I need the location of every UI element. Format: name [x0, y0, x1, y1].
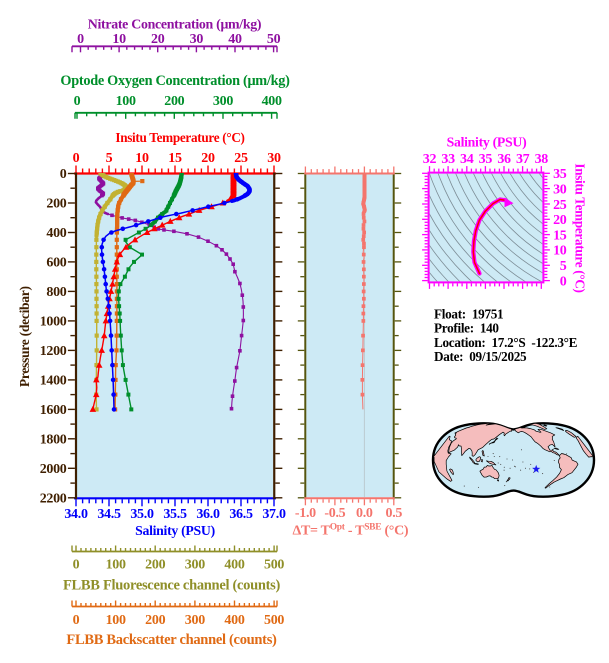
svg-text:35: 35	[553, 167, 567, 182]
svg-text:5: 5	[106, 151, 113, 166]
svg-text:20: 20	[201, 151, 215, 166]
svg-text:Profile: 140: Profile: 140	[434, 321, 499, 336]
svg-text:10: 10	[553, 244, 567, 259]
svg-text:300: 300	[213, 94, 233, 109]
svg-text:30: 30	[553, 182, 567, 197]
svg-text:50: 50	[267, 32, 281, 47]
svg-text:5: 5	[560, 259, 567, 274]
svg-text:400: 400	[224, 613, 244, 628]
svg-text:20: 20	[151, 32, 165, 47]
svg-text:0: 0	[73, 151, 80, 166]
svg-text:Nitrate Concentration (μm/kg): Nitrate Concentration (μm/kg)	[88, 18, 262, 33]
svg-text:10: 10	[112, 32, 126, 47]
svg-text:15: 15	[168, 151, 182, 166]
svg-text:0: 0	[73, 558, 80, 573]
svg-text:200: 200	[46, 197, 66, 212]
svg-text:33: 33	[441, 152, 455, 167]
svg-text:1800: 1800	[40, 433, 67, 448]
svg-text:Location: 17.2°S -122.3°E: Location: 17.2°S -122.3°E	[434, 335, 578, 350]
svg-text:36.5: 36.5	[229, 507, 253, 522]
svg-text:200: 200	[164, 94, 184, 109]
svg-text:36.0: 36.0	[196, 507, 220, 522]
svg-text:Insitu Temperature (°C): Insitu Temperature (°C)	[573, 163, 588, 292]
svg-text:0: 0	[74, 94, 81, 109]
svg-text:37: 37	[516, 152, 530, 167]
svg-text:35: 35	[479, 152, 493, 167]
svg-text:Salinity (PSU): Salinity (PSU)	[135, 523, 215, 539]
svg-text:FLBB Backscatter channel (coun: FLBB Backscatter channel (counts)	[66, 632, 277, 648]
svg-text:32: 32	[423, 152, 437, 167]
svg-text:100: 100	[106, 613, 126, 628]
svg-text:0: 0	[77, 32, 84, 47]
svg-text:35.0: 35.0	[130, 507, 154, 522]
svg-text:Pressure (decibar): Pressure (decibar)	[17, 286, 33, 387]
svg-text:300: 300	[185, 613, 205, 628]
svg-text:600: 600	[46, 256, 66, 271]
svg-text:25: 25	[553, 198, 567, 213]
svg-text:Float: 19751: Float: 19751	[434, 306, 503, 321]
svg-text:2000: 2000	[40, 462, 67, 477]
svg-text:34: 34	[460, 152, 474, 167]
svg-text:30: 30	[267, 151, 281, 166]
svg-text:200: 200	[145, 558, 165, 573]
svg-text:200: 200	[145, 613, 165, 628]
svg-text:Optode Oxygen Concentration (μ: Optode Oxygen Concentration (μm/kg)	[60, 73, 290, 89]
svg-text:35.5: 35.5	[163, 507, 187, 522]
svg-text:500: 500	[264, 558, 284, 573]
svg-text:1200: 1200	[40, 344, 67, 359]
svg-text:-1.0: -1.0	[295, 506, 316, 521]
svg-text:20: 20	[553, 213, 567, 228]
svg-text:36: 36	[497, 152, 511, 167]
svg-text:1400: 1400	[40, 374, 67, 389]
svg-text:38: 38	[535, 152, 549, 167]
svg-text:400: 400	[46, 226, 66, 241]
svg-text:0: 0	[73, 613, 80, 628]
svg-text:30: 30	[190, 32, 204, 47]
svg-text:300: 300	[185, 558, 205, 573]
svg-text:FLBB Fluorescence channel (cou: FLBB Fluorescence channel (counts)	[63, 578, 281, 594]
svg-text:0: 0	[60, 167, 67, 182]
svg-text:0.5: 0.5	[386, 506, 403, 521]
svg-text:400: 400	[262, 94, 282, 109]
svg-text:500: 500	[264, 613, 284, 628]
svg-text:25: 25	[234, 151, 248, 166]
svg-text:0.0: 0.0	[356, 506, 373, 521]
svg-text:Date: 09/15/2025: Date: 09/15/2025	[434, 349, 527, 364]
svg-text:ΔT= TOpt - TSBE (°C): ΔT= TOpt - TSBE (°C)	[293, 523, 409, 539]
svg-text:34.5: 34.5	[97, 507, 121, 522]
svg-text:800: 800	[46, 285, 66, 300]
svg-text:1600: 1600	[40, 403, 67, 418]
svg-text:0: 0	[560, 274, 567, 289]
svg-text:15: 15	[553, 228, 567, 243]
svg-text:1000: 1000	[40, 315, 67, 330]
svg-text:100: 100	[106, 558, 126, 573]
svg-text:400: 400	[224, 558, 244, 573]
svg-text:Insitu Temperature (°C): Insitu Temperature (°C)	[115, 130, 244, 145]
svg-text:10: 10	[135, 151, 149, 166]
svg-text:2200: 2200	[40, 491, 67, 506]
svg-text:100: 100	[116, 94, 136, 109]
svg-text:-0.5: -0.5	[324, 506, 345, 521]
svg-text:40: 40	[228, 32, 242, 47]
svg-text:34.0: 34.0	[64, 507, 88, 522]
svg-text:37.0: 37.0	[262, 507, 286, 522]
svg-text:Salinity (PSU): Salinity (PSU)	[447, 134, 527, 150]
